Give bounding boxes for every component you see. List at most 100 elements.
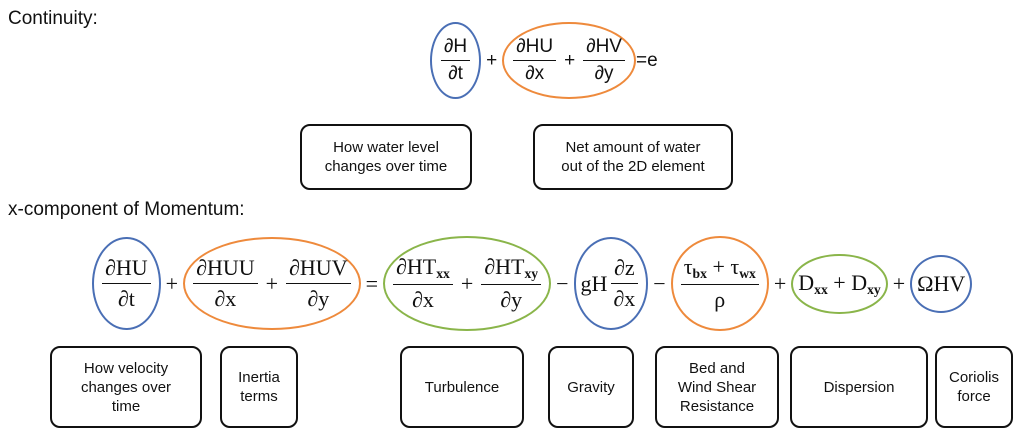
term: −: [556, 270, 569, 296]
label-box: Bed and Wind Shear Resistance: [655, 346, 779, 428]
equation: ∂HU ∂t + ∂HUU ∂x + ∂HUV ∂y = ∂HTxx ∂x + ∂HTxy ∂y …: [92, 236, 973, 332]
math-text: ∂y: [500, 287, 523, 313]
math-text: ∂y: [307, 286, 330, 312]
math-text: ∂x: [613, 286, 636, 312]
math-text: ρ: [714, 287, 726, 313]
label-box: How water level changes over time: [300, 124, 472, 190]
fraction: ∂z ∂x: [610, 253, 638, 314]
math-text: + D: [827, 269, 868, 295]
math-text: ∂x: [525, 63, 545, 84]
math-text: ∂y: [594, 63, 614, 84]
label-box: Gravity: [548, 346, 634, 428]
math-text: ∂HT: [484, 254, 525, 279]
subscript: xx: [814, 281, 828, 297]
term: ∂HU ∂x: [510, 34, 559, 87]
numerator: ∂HUU: [193, 253, 258, 285]
term: ∂H ∂t: [438, 34, 473, 87]
denominator: ∂x: [409, 285, 437, 315]
label-box: Coriolis force: [935, 346, 1013, 428]
heading: Continuity:: [8, 8, 98, 29]
term-group: ∂HUU ∂x + ∂HUV ∂y: [183, 237, 361, 331]
subscript: xy: [524, 266, 539, 282]
term-group: ∂HU ∂x + ∂HV ∂y: [502, 22, 636, 99]
term: ∂HUV ∂y: [283, 253, 354, 314]
term: ∂HTxx ∂x: [390, 252, 456, 315]
label-line: Inertia: [238, 369, 280, 386]
term-group: τbx + τwx ρ: [670, 236, 769, 332]
term: Dxx + Dxy: [798, 270, 880, 298]
fraction: ∂HTxy ∂y: [481, 252, 542, 315]
math-text: τ: [683, 254, 693, 279]
label-line: Bed and: [689, 359, 745, 377]
fraction: ∂HUU ∂x: [193, 253, 258, 314]
denominator: ∂y: [304, 284, 332, 314]
fraction: ∂HV ∂y: [583, 34, 625, 87]
denominator: ∂x: [211, 284, 239, 314]
label-box: Inertia terms: [220, 346, 298, 428]
term: =e: [635, 49, 658, 71]
term-group: ∂HU ∂t: [92, 237, 161, 331]
label-line: force: [957, 388, 991, 405]
fraction: ∂HU ∂x: [513, 34, 557, 87]
denominator: ∂x: [610, 284, 638, 314]
numerator: τbx + τwx: [680, 252, 759, 286]
label-line: changes over time: [324, 158, 448, 175]
denominator: ∂y: [497, 285, 525, 315]
equation: ∂H ∂t + ∂HU ∂x + ∂HV ∂y =e: [430, 22, 658, 99]
label-box: Dispersion: [790, 346, 928, 428]
label-line: Gravity: [567, 378, 615, 396]
term: ∂HV ∂y: [580, 34, 628, 87]
label-line: How water level: [333, 139, 439, 156]
label-line: Turbulence: [424, 378, 500, 396]
label-line: Dispersion: [823, 378, 895, 396]
subscript: xx: [436, 266, 450, 282]
label-line: Resistance: [679, 397, 755, 415]
label-line: Net amount of water: [565, 139, 701, 156]
term: +: [486, 49, 498, 71]
term: ∂HU ∂t: [99, 253, 154, 314]
subscript: wx: [739, 266, 756, 282]
math-text: + τ: [706, 254, 740, 279]
numerator: ∂z: [611, 253, 638, 285]
math-text: ∂HV: [586, 36, 622, 57]
heading: x-component of Momentum:: [8, 199, 245, 220]
term: τbx + τwx ρ: [678, 252, 762, 315]
math-text: ∂HUV: [289, 255, 348, 281]
term: +: [773, 270, 787, 296]
label-box: How velocity changes over time: [50, 346, 202, 428]
numerator: ∂HU: [513, 34, 557, 61]
term: +: [460, 270, 474, 296]
numerator: ∂HV: [583, 34, 625, 61]
term-group: ∂H ∂t: [430, 22, 482, 99]
fraction: ∂HU ∂t: [102, 253, 151, 314]
denominator: ∂t: [445, 61, 466, 87]
term: ΩHV: [917, 270, 966, 296]
term: +: [564, 49, 576, 71]
label-line: terms: [240, 388, 278, 405]
math-text: ∂x: [214, 286, 237, 312]
math-text: ∂t: [448, 63, 463, 84]
math-text: ∂HU: [105, 255, 148, 281]
term: =: [365, 270, 379, 296]
label-line: Wind Shear: [677, 378, 757, 396]
subscript: xy: [867, 281, 881, 297]
math-text: ∂z: [614, 255, 635, 281]
denominator: ∂y: [592, 61, 617, 87]
term-group: ΩHV: [910, 254, 973, 313]
term: ∂HTxy ∂y: [478, 252, 544, 315]
label-line: time: [111, 397, 141, 415]
term: ∂HUU ∂x: [190, 253, 261, 314]
label-line: changes over: [80, 378, 172, 396]
fraction: ∂HTxx ∂x: [393, 252, 453, 315]
label-box: Turbulence: [400, 346, 524, 428]
term-group: gH ∂z ∂x: [573, 237, 649, 331]
denominator: ρ: [711, 285, 728, 315]
math-text: ∂HU: [516, 36, 554, 57]
numerator: ∂HTxx: [393, 252, 453, 286]
term: +: [265, 270, 279, 296]
term-group: Dxx + Dxy: [791, 253, 888, 314]
fraction: ∂H ∂t: [441, 34, 471, 87]
term-group: ∂HTxx ∂x + ∂HTxy ∂y: [383, 236, 552, 332]
math-text: ∂HT: [396, 254, 437, 279]
